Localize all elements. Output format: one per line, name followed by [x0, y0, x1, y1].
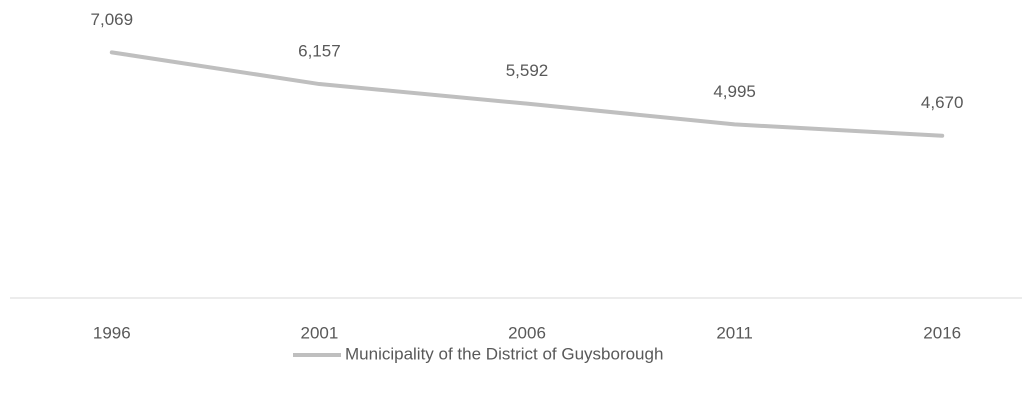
x-tick-label: 2016	[923, 323, 961, 342]
data-label: 4,995	[713, 82, 756, 101]
data-label: 5,592	[506, 61, 549, 80]
data-label: 4,670	[921, 93, 964, 112]
x-tick-label: 1996	[93, 323, 131, 342]
data-label: 6,157	[298, 42, 341, 61]
legend-label: Municipality of the District of Guysboro…	[345, 344, 663, 363]
x-tick-label: 2001	[300, 323, 338, 342]
x-tick-label: 2006	[508, 323, 546, 342]
x-tick-label: 2011	[716, 323, 753, 342]
data-label: 7,069	[91, 10, 134, 29]
line	[109, 50, 945, 138]
